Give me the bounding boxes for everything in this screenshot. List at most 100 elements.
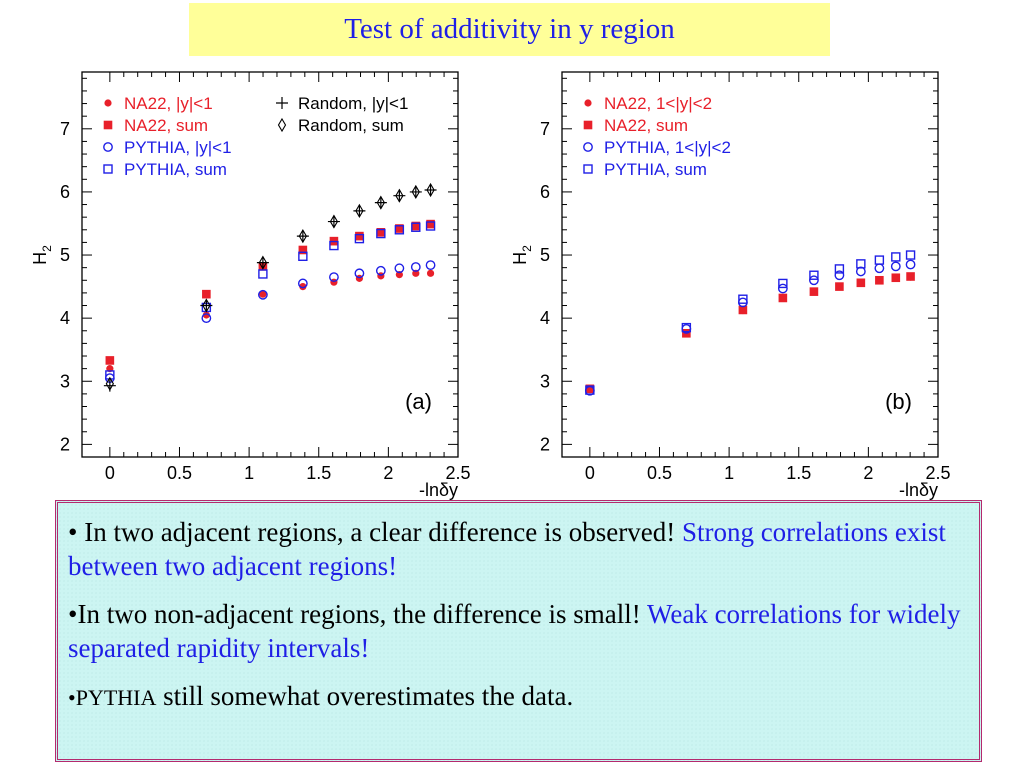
- x-tick-label: 0.5: [167, 463, 192, 483]
- data-series: [584, 259, 916, 396]
- x-tick-label: 1.5: [306, 463, 331, 483]
- summary-box: • In two adjacent regions, a clear diffe…: [55, 500, 982, 762]
- data-point: [105, 356, 115, 365]
- x-tick-label: 0.5: [647, 463, 672, 483]
- data-point: [809, 275, 819, 286]
- x-tick-label: 1: [724, 463, 734, 483]
- data-series: [104, 260, 436, 384]
- data-point: [856, 259, 866, 269]
- data-point: [297, 278, 308, 289]
- data-series: [586, 273, 915, 394]
- data-point: [375, 265, 386, 276]
- data-point: [201, 313, 212, 324]
- chart-panel-a: 0 0.5 1 1.5 2 2.5 2 3 4 5 6 7 -lnδy H2 (a) NA22, |y|<1 N…: [30, 71, 471, 500]
- y-tick-label: 2: [540, 434, 550, 454]
- data-point: [411, 221, 421, 231]
- data-series: [585, 272, 915, 394]
- legend-label: NA22, sum: [604, 116, 688, 135]
- y-axis-label: H2: [30, 245, 54, 265]
- legend-label: NA22, sum: [124, 116, 208, 135]
- x-tick-label: 0: [585, 463, 595, 483]
- x-tick-label: 2.5: [925, 463, 950, 483]
- legend-marker: [583, 142, 593, 152]
- data-point: [905, 250, 916, 260]
- x-tick-label: 0: [105, 463, 115, 483]
- legend-marker: [104, 99, 112, 107]
- data-point: [778, 278, 788, 289]
- plot-frame: [81, 71, 459, 458]
- y-tick-label: 6: [60, 182, 70, 202]
- data-point: [376, 228, 386, 239]
- x-tick-label: 2: [383, 463, 393, 483]
- y-tick-label: 4: [540, 308, 550, 328]
- data-point: [875, 275, 884, 285]
- data-point: [376, 228, 386, 237]
- data-point: [354, 233, 365, 244]
- legend-marker: [583, 120, 593, 130]
- data-point: [874, 263, 885, 274]
- legend-marker: [276, 97, 288, 109]
- data-point: [374, 196, 387, 209]
- x-tick-label: 1.5: [786, 463, 811, 483]
- data-point: [298, 245, 308, 255]
- data-point: [258, 269, 268, 279]
- data-series: [105, 219, 435, 365]
- x-tick-label: 1: [244, 463, 254, 483]
- legend-marker: [277, 117, 287, 133]
- data-point: [777, 283, 788, 294]
- data-point: [296, 230, 309, 243]
- data-point: [738, 305, 748, 315]
- data-point: [395, 188, 404, 203]
- x-axis-label: -lnδy: [899, 480, 938, 500]
- data-point: [394, 263, 405, 274]
- data-point: [393, 189, 406, 202]
- legend-marker: [103, 142, 113, 152]
- y-tick-label: 6: [540, 182, 550, 202]
- data-point: [426, 182, 435, 198]
- legend-label: PYTHIA, 1<|y|<2: [604, 138, 731, 157]
- data-point: [329, 240, 339, 251]
- data-point: [905, 259, 916, 270]
- data-point: [585, 385, 595, 395]
- y-tick-label: 2: [60, 434, 70, 454]
- bullet-highlight: Weak correlations for widely separated r…: [68, 599, 961, 663]
- data-point: [354, 268, 365, 279]
- bullet-text: In two adjacent regions, a clear differe…: [77, 517, 682, 547]
- bullet-highlight: Strong correlations exist between two ad…: [68, 517, 946, 581]
- panel-label: (b): [885, 389, 912, 414]
- legend-label: PYTHIA, |y|<1: [124, 138, 232, 157]
- data-point: [411, 184, 420, 200]
- data-point: [809, 287, 819, 296]
- y-tick-label: 3: [60, 371, 70, 391]
- data-point: [202, 311, 210, 319]
- data-point: [395, 224, 404, 233]
- legend-label: PYTHIA, sum: [124, 160, 227, 179]
- bullet-3: •PYTHIA still somewhat overestimates the…: [68, 679, 969, 715]
- x-tick-label: 2.5: [445, 463, 470, 483]
- data-point: [891, 252, 901, 262]
- data-point: [376, 195, 385, 210]
- data-point: [327, 215, 340, 228]
- y-axis-label: H2: [510, 245, 534, 265]
- data-point: [835, 282, 844, 291]
- data-point: [424, 184, 437, 197]
- data-point: [681, 322, 692, 333]
- plot-frame: [561, 71, 939, 458]
- data-point: [809, 270, 819, 280]
- data-point: [409, 185, 422, 198]
- data-point: [202, 289, 211, 299]
- data-point: [856, 278, 866, 288]
- bullet-1: • In two adjacent regions, a clear diffe…: [68, 515, 969, 583]
- data-point: [737, 297, 748, 308]
- data-point: [298, 251, 308, 261]
- legend-label: Random, |y|<1: [298, 94, 408, 113]
- data-point: [258, 255, 268, 270]
- legend-label: PYTHIA, sum: [604, 160, 707, 179]
- data-point: [738, 294, 748, 304]
- data-point: [411, 222, 421, 232]
- data-point: [890, 261, 901, 272]
- data-point: [329, 272, 339, 283]
- data-point: [891, 273, 901, 283]
- data-point: [778, 293, 788, 303]
- data-point: [425, 221, 436, 231]
